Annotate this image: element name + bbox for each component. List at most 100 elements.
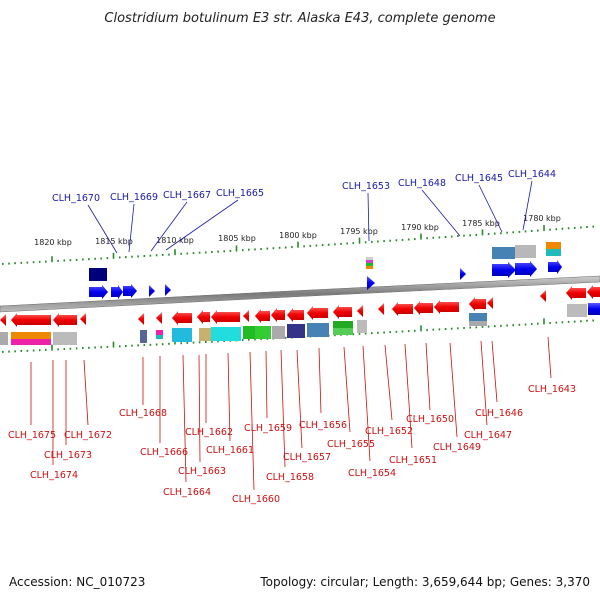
gene-label-clh-1652[interactable]: CLH_1652 bbox=[365, 426, 413, 437]
gene-label-clh-1663[interactable]: CLH_1663 bbox=[178, 466, 226, 477]
major-tick bbox=[174, 249, 176, 256]
minor-tick bbox=[303, 245, 305, 248]
gene-arrow-reverse bbox=[287, 308, 304, 322]
gene-label-clh-1661[interactable]: CLH_1661 bbox=[206, 445, 254, 456]
minor-tick bbox=[63, 348, 66, 350]
major-tick bbox=[543, 318, 545, 325]
feature-box-magenta bbox=[11, 339, 51, 345]
feature-box-navy bbox=[89, 268, 107, 281]
label-leader bbox=[182, 354, 187, 483]
minor-tick bbox=[340, 242, 342, 245]
gene-label-clh-1662[interactable]: CLH_1662 bbox=[185, 427, 233, 438]
gene-label-clh-1645[interactable]: CLH_1645 bbox=[455, 173, 503, 184]
gene-label-clh-1643[interactable]: CLH_1643 bbox=[528, 384, 576, 395]
minor-tick bbox=[309, 244, 312, 247]
minor-tick bbox=[57, 348, 59, 351]
minor-tick bbox=[450, 327, 453, 330]
feature-box-green bbox=[243, 326, 255, 339]
gene-label-clh-1644[interactable]: CLH_1644 bbox=[508, 169, 556, 180]
minor-tick bbox=[94, 257, 96, 260]
gene-label-clh-1654[interactable]: CLH_1654 bbox=[348, 468, 396, 479]
gene-label-clh-1672[interactable]: CLH_1672 bbox=[64, 430, 112, 441]
minor-tick bbox=[284, 246, 287, 249]
minor-tick bbox=[75, 347, 78, 350]
minor-tick bbox=[205, 341, 207, 343]
minor-tick bbox=[395, 239, 398, 242]
feature-box-stack bbox=[366, 260, 373, 263]
minor-tick bbox=[475, 326, 478, 329]
feature-box-green bbox=[333, 321, 353, 328]
gene-label-clh-1670[interactable]: CLH_1670 bbox=[52, 193, 100, 204]
gene-arrow-reverse bbox=[378, 303, 384, 315]
gene-arrow-reverse bbox=[487, 297, 493, 309]
minor-tick bbox=[518, 230, 521, 233]
feature-box-steelblue bbox=[307, 323, 329, 337]
gene-arrow-forward bbox=[492, 262, 516, 278]
minor-tick bbox=[248, 248, 250, 251]
feature-box-slate bbox=[140, 330, 147, 343]
feature-box-magenta bbox=[156, 330, 163, 335]
gene-label-clh-1664[interactable]: CLH_1664 bbox=[163, 487, 211, 498]
minor-tick bbox=[573, 320, 576, 323]
scale-label-1815: 1815 kbp bbox=[95, 237, 133, 246]
minor-tick bbox=[229, 249, 232, 252]
minor-tick bbox=[407, 238, 410, 241]
gene-arrow-reverse bbox=[172, 311, 192, 325]
minor-tick bbox=[315, 244, 318, 247]
gene-label-clh-1667[interactable]: CLH_1667 bbox=[163, 190, 211, 201]
gene-label-clh-1647[interactable]: CLH_1647 bbox=[464, 430, 512, 441]
gene-label-clh-1653[interactable]: CLH_1653 bbox=[342, 181, 390, 192]
minor-tick bbox=[149, 343, 152, 346]
minor-tick bbox=[549, 228, 551, 231]
minor-tick bbox=[278, 246, 281, 249]
gene-label-clh-1656[interactable]: CLH_1656 bbox=[299, 420, 347, 431]
minor-tick bbox=[327, 243, 330, 246]
gene-label-clh-1659[interactable]: CLH_1659 bbox=[244, 423, 292, 434]
minor-tick bbox=[284, 336, 287, 339]
minor-tick bbox=[20, 350, 23, 352]
gene-label-clh-1666[interactable]: CLH_1666 bbox=[140, 447, 188, 458]
minor-tick bbox=[463, 327, 465, 329]
gene-label-clh-1668[interactable]: CLH_1668 bbox=[119, 408, 167, 419]
minor-tick bbox=[260, 338, 262, 341]
gene-label-clh-1648[interactable]: CLH_1648 bbox=[398, 178, 446, 189]
gene-label-clh-1657[interactable]: CLH_1657 bbox=[283, 452, 331, 463]
gene-label-clh-1675[interactable]: CLH_1675 bbox=[8, 430, 56, 441]
gene-label-clh-1660[interactable]: CLH_1660 bbox=[232, 494, 280, 505]
label-leader bbox=[367, 192, 370, 242]
minor-tick bbox=[401, 330, 404, 333]
label-leader bbox=[128, 203, 135, 253]
minor-tick bbox=[205, 251, 207, 254]
gene-label-clh-1655[interactable]: CLH_1655 bbox=[327, 439, 375, 450]
minor-tick bbox=[524, 230, 527, 233]
gene-label-clh-1646[interactable]: CLH_1646 bbox=[475, 408, 523, 419]
gene-label-clh-1658[interactable]: CLH_1658 bbox=[266, 472, 314, 483]
gene-arrow-reverse bbox=[357, 305, 363, 317]
gene-arrow-reverse bbox=[469, 297, 486, 311]
minor-tick bbox=[438, 236, 441, 239]
gene-label-clh-1665[interactable]: CLH_1665 bbox=[216, 188, 264, 199]
minor-tick bbox=[168, 253, 170, 256]
minor-tick bbox=[106, 345, 109, 348]
minor-tick bbox=[57, 259, 59, 262]
scale-ticks-top bbox=[2, 225, 594, 265]
minor-tick bbox=[100, 257, 102, 260]
gene-label-clh-1649[interactable]: CLH_1649 bbox=[433, 442, 481, 453]
minor-tick bbox=[32, 261, 35, 264]
gene-label-clh-1673[interactable]: CLH_1673 bbox=[44, 450, 92, 461]
feature-box-green bbox=[333, 328, 353, 335]
minor-tick bbox=[69, 347, 72, 350]
feature-box-grey bbox=[53, 332, 77, 345]
gene-arrow-reverse bbox=[566, 286, 586, 300]
minor-tick bbox=[487, 233, 490, 235]
gene-label-clh-1669[interactable]: CLH_1669 bbox=[110, 192, 158, 203]
minor-tick bbox=[469, 326, 471, 329]
minor-tick bbox=[414, 238, 416, 241]
gene-label-clh-1650[interactable]: CLH_1650 bbox=[406, 414, 454, 425]
minor-tick bbox=[241, 249, 244, 252]
gene-label-clh-1674[interactable]: CLH_1674 bbox=[30, 470, 78, 481]
gene-label-clh-1651[interactable]: CLH_1651 bbox=[389, 455, 437, 466]
label-leader bbox=[280, 349, 286, 468]
minor-tick bbox=[106, 257, 109, 260]
gene-arrow-reverse bbox=[11, 313, 51, 327]
